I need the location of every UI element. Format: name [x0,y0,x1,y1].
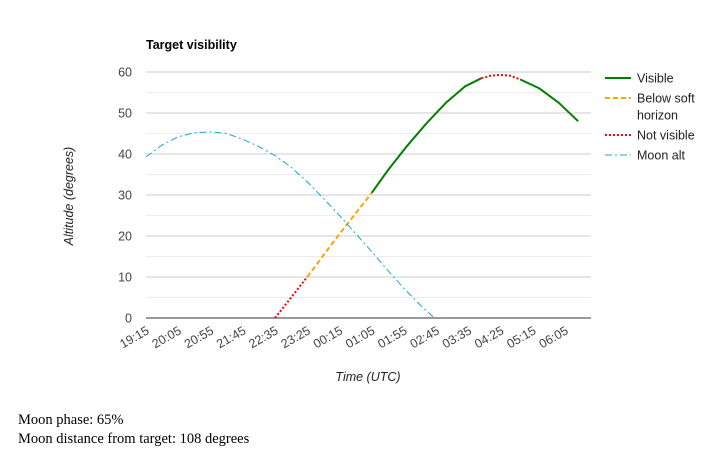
x-tick-label: 06:05 [537,323,571,351]
y-tick-label: 10 [118,271,132,285]
x-tick-label: 05:15 [504,323,538,351]
x-tick-label: 22:35 [246,323,280,351]
chart-title: Target visibility [146,38,237,52]
y-tick-label: 20 [118,230,132,244]
x-tick-label: 01:55 [375,323,409,351]
series-line-visible [370,77,482,194]
x-tick-label: 20:55 [182,323,216,351]
x-tick-label: 19:15 [117,323,151,351]
moon-phase-text: Moon phase: 65% [18,412,124,428]
y-tick-label: 30 [118,189,132,203]
y-tick-label: 60 [118,66,132,80]
y-axis-label: Altitude (degrees) [62,147,76,247]
series-line-below-soft-horizon [306,192,373,278]
series-line-not-visible [481,73,521,81]
legend-label: Below soft [637,92,695,106]
x-axis: 19:1520:0520:5521:4522:3523:2500:1501:05… [117,323,570,351]
series-line-not-visible [274,276,308,319]
x-tick-label: 23:25 [279,323,313,351]
series-line-visible [519,78,579,122]
series-lines [145,73,579,319]
x-tick-label: 00:15 [311,323,345,351]
legend-label: Not visible [637,129,695,143]
x-tick-label: 03:35 [440,323,474,351]
series-line-moon-alt [145,131,434,318]
grid-lines [146,71,591,319]
y-tick-label: 40 [118,148,132,162]
x-tick-label: 04:25 [472,323,506,351]
x-axis-label: Time (UTC) [335,370,400,384]
x-tick-label: 21:45 [214,323,248,351]
y-tick-label: 50 [118,107,132,121]
legend: Visible Below soft horizon Not visible Moon … [605,72,695,163]
x-tick-label: 01:05 [343,323,377,351]
moon-distance-text: Moon distance from target: 108 degrees [18,431,250,447]
legend-label: horizon [637,109,678,123]
y-tick-label: 0 [125,312,132,326]
y-axis: 0 10 20 30 40 50 60 [118,66,132,326]
legend-label: Visible [637,72,674,86]
x-tick-label: 20:05 [150,323,184,351]
x-tick-label: 02:45 [408,323,442,351]
legend-label: Moon alt [637,149,685,163]
